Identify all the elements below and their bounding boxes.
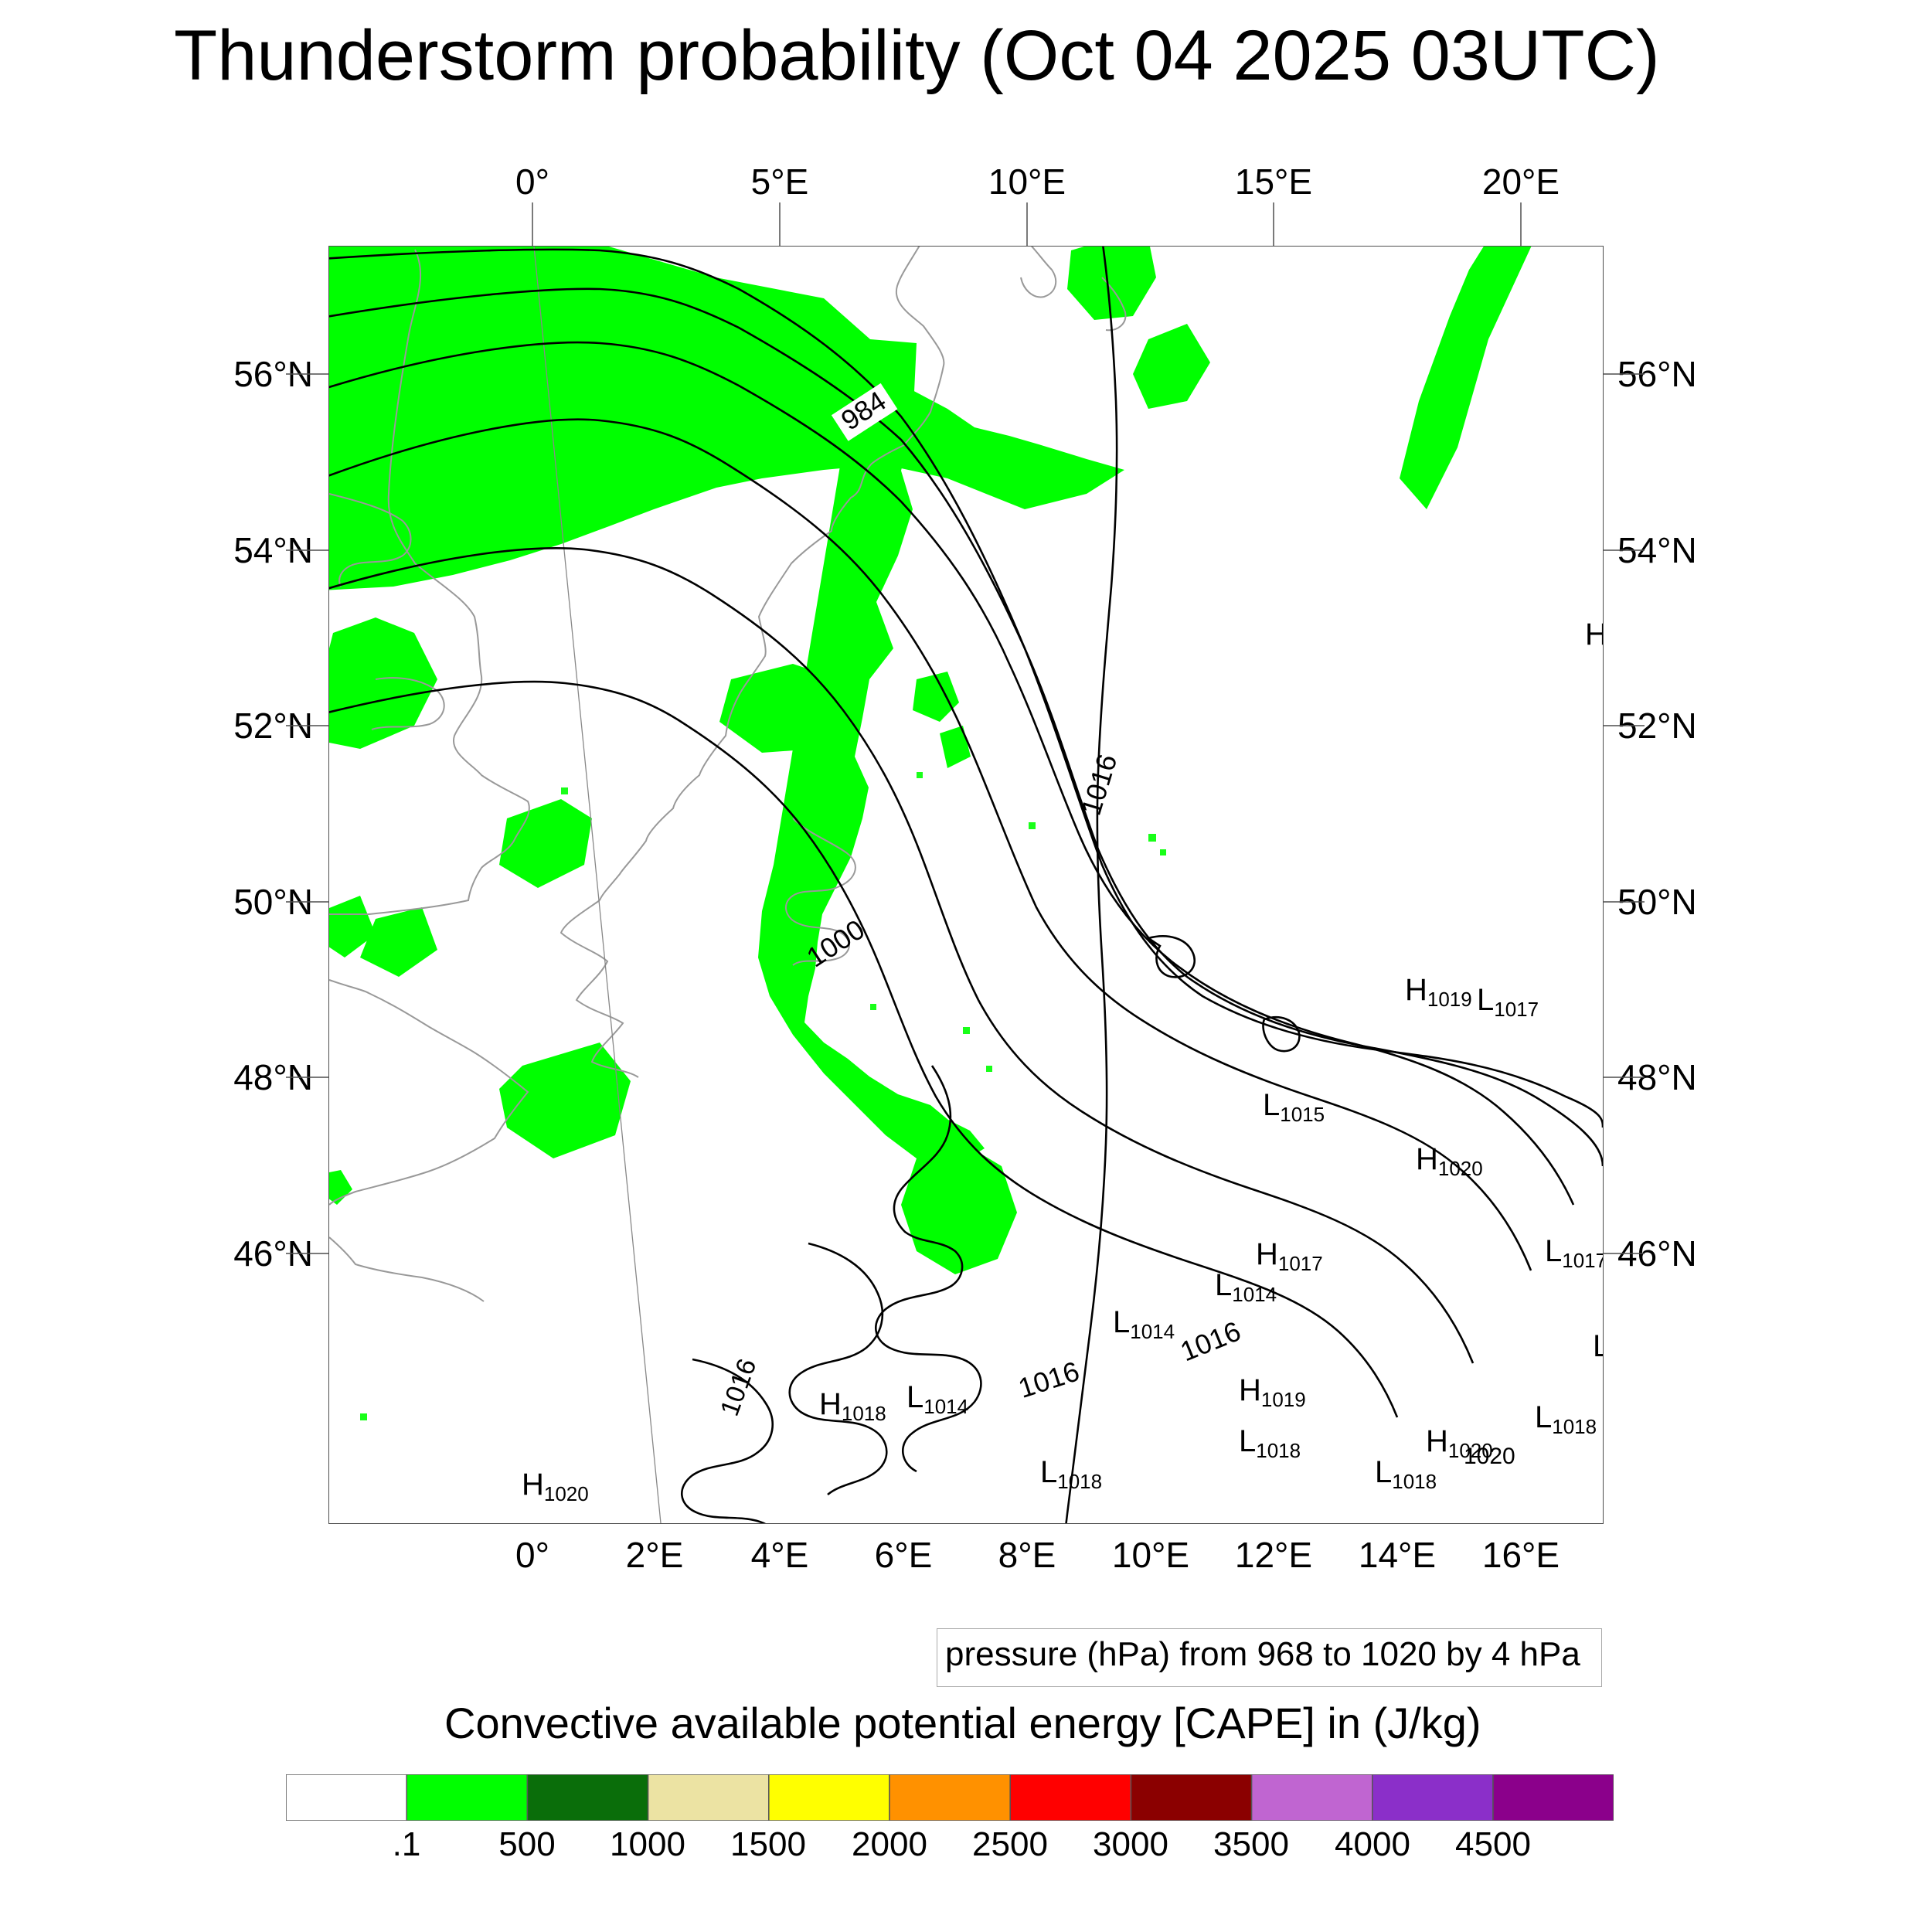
svg-text:L1014: L1014 bbox=[1113, 1305, 1175, 1343]
svg-text:L1018: L1018 bbox=[1375, 1455, 1437, 1493]
svg-text:L1017: L1017 bbox=[1545, 1234, 1603, 1272]
svg-text:H1020: H1020 bbox=[1416, 1142, 1483, 1180]
svg-text:1016: 1016 bbox=[1176, 1315, 1246, 1367]
svg-text:1016: 1016 bbox=[1075, 750, 1124, 819]
svg-text:L1014: L1014 bbox=[1215, 1268, 1277, 1306]
svg-text:H1018: H1018 bbox=[819, 1387, 886, 1425]
svg-text:1020: 1020 bbox=[1464, 1444, 1515, 1469]
svg-text:L1017: L1017 bbox=[1477, 983, 1539, 1021]
svg-text:H1019: H1019 bbox=[1405, 973, 1472, 1011]
svg-text:H1020: H1020 bbox=[522, 1468, 589, 1505]
svg-text:H1019: H1019 bbox=[1239, 1373, 1306, 1411]
svg-text:L1018: L1018 bbox=[1040, 1455, 1102, 1493]
svg-text:L1015: L1015 bbox=[1263, 1088, 1325, 1126]
svg-text:L1018: L1018 bbox=[1239, 1424, 1301, 1462]
svg-text:L10: L10 bbox=[1593, 1329, 1603, 1367]
svg-text:H: H bbox=[1585, 617, 1603, 651]
svg-text:1016: 1016 bbox=[1015, 1355, 1083, 1404]
svg-text:L1018: L1018 bbox=[1535, 1400, 1597, 1438]
svg-text:H1017: H1017 bbox=[1256, 1237, 1323, 1275]
svg-text:L1014: L1014 bbox=[906, 1380, 968, 1418]
svg-text:1016: 1016 bbox=[715, 1355, 763, 1420]
